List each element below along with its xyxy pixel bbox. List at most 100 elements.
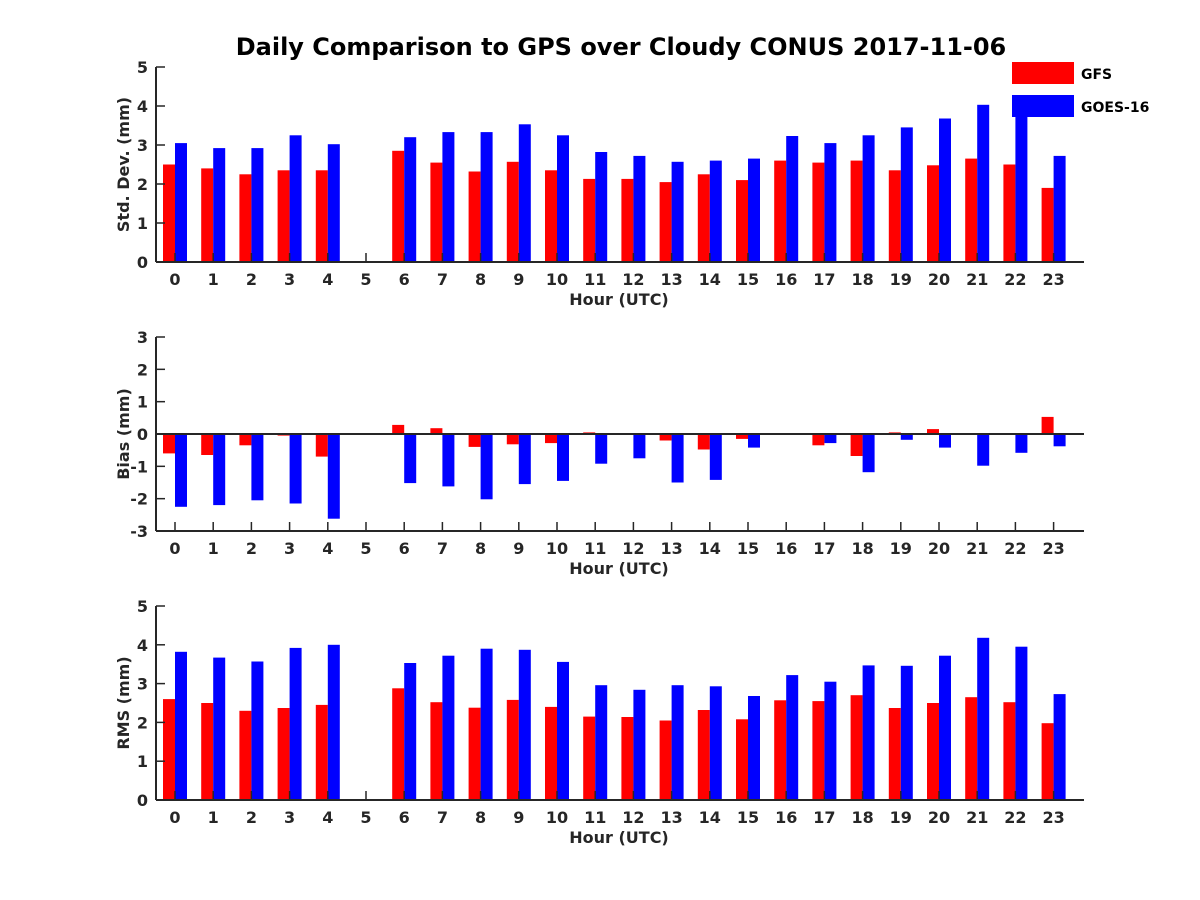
std-dev-bar-gfs-hour-4 <box>315 170 328 262</box>
bias-x-tick-label: 23 <box>1042 539 1064 558</box>
rms-bar-goes16-hour-1 <box>213 657 226 800</box>
rms-y-tick-label: 0 <box>137 791 148 810</box>
std-dev-bar-gfs-hour-21 <box>965 158 978 262</box>
std-dev-bar-goes16-hour-23 <box>1053 155 1066 262</box>
bias-bar-goes16-hour-20 <box>939 434 951 448</box>
rms-bar-goes16-hour-12 <box>633 689 646 800</box>
std-dev-bar-gfs-hour-11 <box>583 178 596 262</box>
bias-bar-goes16-hour-11 <box>595 434 608 464</box>
std-dev-x-tick-label: 11 <box>584 270 606 289</box>
rms-bar-gfs-hour-2 <box>239 710 252 800</box>
rms-bar-goes16-hour-23 <box>1053 694 1066 800</box>
std-dev-bar-gfs-hour-2 <box>239 174 252 263</box>
rms-bar-gfs-hour-12 <box>621 717 634 800</box>
std-dev-bar-gfs-hour-23 <box>1041 187 1054 262</box>
rms-bar-gfs-hour-13 <box>659 720 672 800</box>
rms-y-axis-label: RMS (mm) <box>114 656 133 749</box>
rms-x-tick-label: 6 <box>399 808 410 827</box>
rms-x-tick-label: 10 <box>546 808 568 827</box>
std-dev-bar-goes16-hour-7 <box>442 132 455 262</box>
bias-bar-goes16-hour-19 <box>900 434 913 440</box>
std-dev-bar-gfs-hour-15 <box>736 180 748 262</box>
bias-bar-goes16-hour-14 <box>709 434 722 480</box>
rms-bar-gfs-hour-9 <box>506 699 519 800</box>
std-dev-bar-gfs-hour-0 <box>163 164 175 262</box>
rms-bar-goes16-hour-0 <box>175 651 187 800</box>
rms-bar-goes16-hour-22 <box>1015 646 1028 800</box>
rms-x-tick-label: 13 <box>660 808 682 827</box>
std-dev-x-axis-label: Hour (UTC) <box>569 290 669 309</box>
bias-bar-gfs-hour-14 <box>697 434 710 450</box>
rms-x-tick-label: 0 <box>169 808 180 827</box>
legend-swatch-gfs <box>1012 62 1074 84</box>
std-dev-bar-goes16-hour-1 <box>213 148 226 262</box>
std-dev-bar-goes16-hour-12 <box>633 155 646 262</box>
std-dev-x-tick-label: 18 <box>851 270 873 289</box>
bias-bar-goes16-hour-12 <box>633 434 646 459</box>
rms-bar-gfs-hour-15 <box>736 719 748 800</box>
std-dev-x-tick-label: 2 <box>246 270 257 289</box>
rms-x-tick-label: 11 <box>584 808 606 827</box>
std-dev-x-tick-label: 21 <box>966 270 988 289</box>
rms-bar-gfs-hour-16 <box>774 700 787 800</box>
bias-x-tick-label: 11 <box>584 539 606 558</box>
bias-bar-gfs-hour-2 <box>239 434 252 446</box>
bias-x-tick-label: 17 <box>813 539 835 558</box>
bias-bar-goes16-hour-13 <box>671 434 684 483</box>
std-dev-x-tick-label: 1 <box>208 270 219 289</box>
rms-y-tick-label: 2 <box>137 713 148 732</box>
bias-x-tick-label: 0 <box>169 539 180 558</box>
rms-bar-goes16-hour-9 <box>518 649 531 800</box>
rms-bar-gfs-hour-3 <box>277 708 290 800</box>
std-dev-bar-gfs-hour-9 <box>506 161 519 262</box>
bias-bar-goes16-hour-18 <box>862 434 875 473</box>
rms-bar-gfs-hour-7 <box>430 702 443 800</box>
rms-bar-gfs-hour-6 <box>392 688 405 800</box>
bias-bar-goes16-hour-3 <box>289 434 302 504</box>
std-dev-x-tick-label: 8 <box>475 270 486 289</box>
rms-x-tick-label: 2 <box>246 808 257 827</box>
bias-x-tick-label: 20 <box>928 539 950 558</box>
rms-x-tick-label: 17 <box>813 808 835 827</box>
std-dev-bar-gfs-hour-13 <box>659 182 672 262</box>
bias-bar-gfs-hour-10 <box>545 434 557 444</box>
rms-bar-goes16-hour-6 <box>404 663 417 800</box>
bias-x-tick-label: 14 <box>699 539 721 558</box>
std-dev-bar-gfs-hour-10 <box>545 170 557 262</box>
std-dev-y-axis-label: Std. Dev. (mm) <box>114 97 133 232</box>
rms-x-tick-label: 23 <box>1042 808 1064 827</box>
bias-x-tick-label: 12 <box>622 539 644 558</box>
bias-bar-gfs-hour-1 <box>201 434 214 455</box>
rms-y-tick-label: 1 <box>137 752 148 771</box>
chart-title: Daily Comparison to GPS over Cloudy CONU… <box>236 33 1007 61</box>
rms-bar-gfs-hour-8 <box>468 707 481 800</box>
bias-x-tick-label: 22 <box>1004 539 1026 558</box>
std-dev-bar-goes16-hour-17 <box>824 143 837 262</box>
std-dev-x-tick-label: 16 <box>775 270 797 289</box>
std-dev-bar-goes16-hour-3 <box>289 135 302 263</box>
rms-bar-gfs-hour-22 <box>1003 702 1016 800</box>
std-dev-x-tick-label: 13 <box>660 270 682 289</box>
rms-bar-goes16-hour-3 <box>289 647 302 800</box>
std-dev-bar-goes16-hour-14 <box>709 160 722 262</box>
std-dev-bar-goes16-hour-4 <box>327 144 340 262</box>
bias-bar-gfs-hour-13 <box>659 434 672 441</box>
rms-bar-goes16-hour-16 <box>786 675 799 800</box>
bias-bar-goes16-hour-21 <box>977 434 990 466</box>
std-dev-bar-goes16-hour-16 <box>786 136 799 262</box>
bias-bar-gfs-hour-15 <box>736 434 748 439</box>
bias-bar-goes16-hour-8 <box>480 434 493 500</box>
rms-bar-gfs-hour-19 <box>888 708 901 800</box>
std-dev-y-tick-label: 4 <box>137 97 148 116</box>
bias-bar-gfs-hour-23 <box>1041 416 1054 434</box>
bias-bar-gfs-hour-7 <box>430 428 443 434</box>
rms-x-axis-label: Hour (UTC) <box>569 828 669 847</box>
rms-x-tick-label: 15 <box>737 808 759 827</box>
std-dev-bar-gfs-hour-3 <box>277 170 290 262</box>
rms-bar-goes16-hour-8 <box>480 648 493 800</box>
rms-x-tick-label: 9 <box>513 808 524 827</box>
legend: GFS GOES-16 <box>1012 62 1149 117</box>
std-dev-x-tick-label: 22 <box>1004 270 1026 289</box>
rms-bar-goes16-hour-17 <box>824 681 837 800</box>
rms-bar-gfs-hour-1 <box>201 703 214 800</box>
